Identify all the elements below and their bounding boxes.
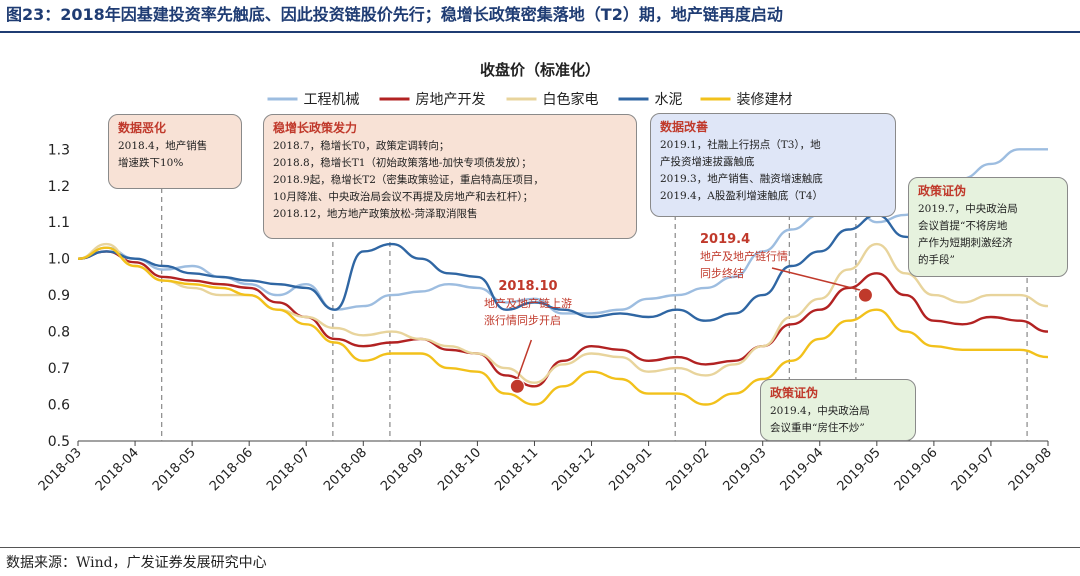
series-line-水泥 — [77, 213, 1049, 322]
y-tick-label: 1.2 — [48, 179, 70, 195]
y-tick-label: 0.9 — [48, 288, 70, 304]
annotation-title: 数据改善 — [660, 120, 709, 134]
annotation-box-policy-falsified-july: 政策证伪 2019.7，中央政治局 会议首提“不将房地 产作为短期刺激经济 的手… — [908, 177, 1068, 277]
callout-date: 2019.4 — [700, 232, 751, 247]
x-tick-label: 2019-06 — [892, 445, 941, 494]
annotation-line: 会议首提“不将房地 — [918, 220, 1008, 232]
annotation-box-data-worsening: 数据恶化 2018.4，地产销售 增速跌下10% — [108, 114, 242, 189]
callout-pointer — [771, 267, 861, 291]
chart-title: 收盘价（标准化） — [480, 61, 600, 79]
series-line-房地产开发 — [77, 250, 1049, 388]
annotation-title: 稳增长政策发力 — [273, 121, 358, 135]
annotation-line: 产作为短期刺激经济 — [918, 237, 1013, 249]
series-line-白色家电 — [77, 242, 1049, 384]
x-tick-label: 2018-05 — [150, 445, 199, 494]
legend-label: 白色家电 — [543, 91, 599, 108]
annotation-line: 2018.7，稳增长T0，政策定调转向； — [273, 140, 450, 152]
y-tick-label: 0.6 — [48, 398, 70, 414]
annotation-line: 产投资增速拔露触底 — [660, 156, 755, 168]
figure-caption: 图23：2018年因基建投资率先触底、因此投资链股价先行；稳增长政策密集落地（T… — [6, 5, 783, 24]
y-tick-label: 1.1 — [48, 215, 70, 231]
callout-pointer — [516, 339, 533, 380]
x-tick-label: 2018-06 — [207, 445, 256, 494]
x-tick-label: 2018-04 — [93, 445, 142, 494]
annotation-line: 2019.7，中央政治局 — [918, 203, 1018, 215]
annotation-box-data-improvement: 数据改善 2019.1，社融上行拐点（T3），地 产投资增速拔露触底 2019.… — [650, 113, 896, 217]
legend-label: 水泥 — [655, 92, 683, 108]
x-tick-label: 2019-05 — [835, 445, 884, 494]
annotation-box-policy-push: 稳增长政策发力 2018.7，稳增长T0，政策定调转向； 2018.8，稳增长T… — [263, 114, 637, 239]
callout-line: 同步终结 — [700, 267, 744, 280]
x-tick-label: 2019-07 — [949, 445, 998, 494]
y-tick-label: 1.0 — [48, 252, 70, 268]
series-line-装修建材 — [77, 246, 1049, 406]
x-tick-label: 2019-01 — [606, 445, 655, 494]
x-tick-label: 2019-02 — [663, 445, 712, 494]
annotation-line: 2018.9起，稳增长T2（密集政策验证，重启特高压项目， — [273, 174, 544, 186]
y-tick-label: 0.8 — [48, 325, 70, 341]
x-tick-label: 2019-04 — [778, 445, 827, 494]
x-tick-label: 2018-11 — [492, 445, 541, 494]
annotation-line: 增速跌下10% — [118, 157, 184, 169]
x-tick-label: 2018-10 — [435, 445, 484, 494]
y-tick-label: 0.7 — [48, 361, 70, 377]
footer-rule — [0, 547, 1080, 548]
legend-label: 房地产开发 — [416, 92, 486, 108]
annotation-line: 的手段” — [918, 254, 955, 266]
caption-rule — [0, 31, 1080, 33]
y-tick-label: 1.3 — [48, 142, 70, 158]
legend: 工程机械 房地产开发 白色家电 水泥 装修建材 — [267, 91, 793, 108]
callout-line: 地产及地产链行情 — [700, 250, 788, 263]
annotation-line: 2019.1，社融上行拐点（T3），地 — [660, 139, 821, 151]
annotation-title: 政策证伪 — [918, 184, 967, 198]
event-marker — [857, 287, 873, 303]
source-note: 数据来源：Wind，广发证券发展研究中心 — [6, 555, 267, 571]
x-tick-label: 2019-08 — [1006, 445, 1055, 494]
annotation-line: 2018.4，地产销售 — [118, 140, 208, 152]
x-tick-label: 2018-09 — [378, 445, 427, 494]
callout-label-2019-04: 2019.4 地产及地产链行情 同步终结 — [700, 231, 788, 282]
annotation-box-policy-falsified-april: 政策证伪 2019.4，中央政治局 会议重申“房住不炒” — [760, 379, 916, 441]
annotation-title: 政策证伪 — [770, 386, 819, 400]
callout-line: 涨行情同步开启 — [484, 314, 561, 327]
callouts — [509, 267, 873, 394]
x-tick-label: 2019-03 — [721, 445, 770, 494]
callout-line: 地产及地产链上游 — [484, 297, 572, 310]
annotation-line: 2018.12，地方地产政策放松-菏泽取消限售 — [273, 208, 478, 220]
y-tick-label: 0.5 — [48, 434, 70, 450]
x-tick-label: 2018-12 — [549, 445, 598, 494]
legend-label: 装修建材 — [737, 92, 793, 108]
legend-label: 工程机械 — [304, 92, 360, 108]
x-tick-label: 2018-03 — [36, 445, 85, 494]
annotation-line: 会议重申“房住不炒” — [770, 422, 865, 434]
annotation-line: 2018.8，稳增长T1（初始政策落地-加快专项债发放）； — [273, 157, 532, 169]
line-chart: 收盘价（标准化） 工程机械 房地产开发 白色家电 水泥 装修建材 0.5 0.6 0.7 0.… — [36, 61, 1055, 494]
callout-date: 2018.10 — [498, 279, 558, 294]
x-tick-label: 2018-07 — [264, 445, 313, 494]
callout-label-2018-10: 2018.10 地产及地产链上游 涨行情同步开启 — [484, 278, 572, 329]
annotation-line: 2019.4，A股盈利增速触底（T4） — [660, 190, 824, 202]
event-marker — [509, 378, 525, 394]
annotation-line: 10月降准、中央政治局会议不再提及房地产和去杠杆）； — [273, 191, 534, 203]
annotation-title: 数据恶化 — [118, 121, 167, 135]
series-layer — [77, 148, 1049, 406]
x-tick-label: 2018-08 — [321, 445, 370, 494]
annotation-line: 2019.4，中央政治局 — [770, 405, 870, 417]
annotation-line: 2019.3，地产销售、融资增速触底 — [660, 173, 823, 185]
